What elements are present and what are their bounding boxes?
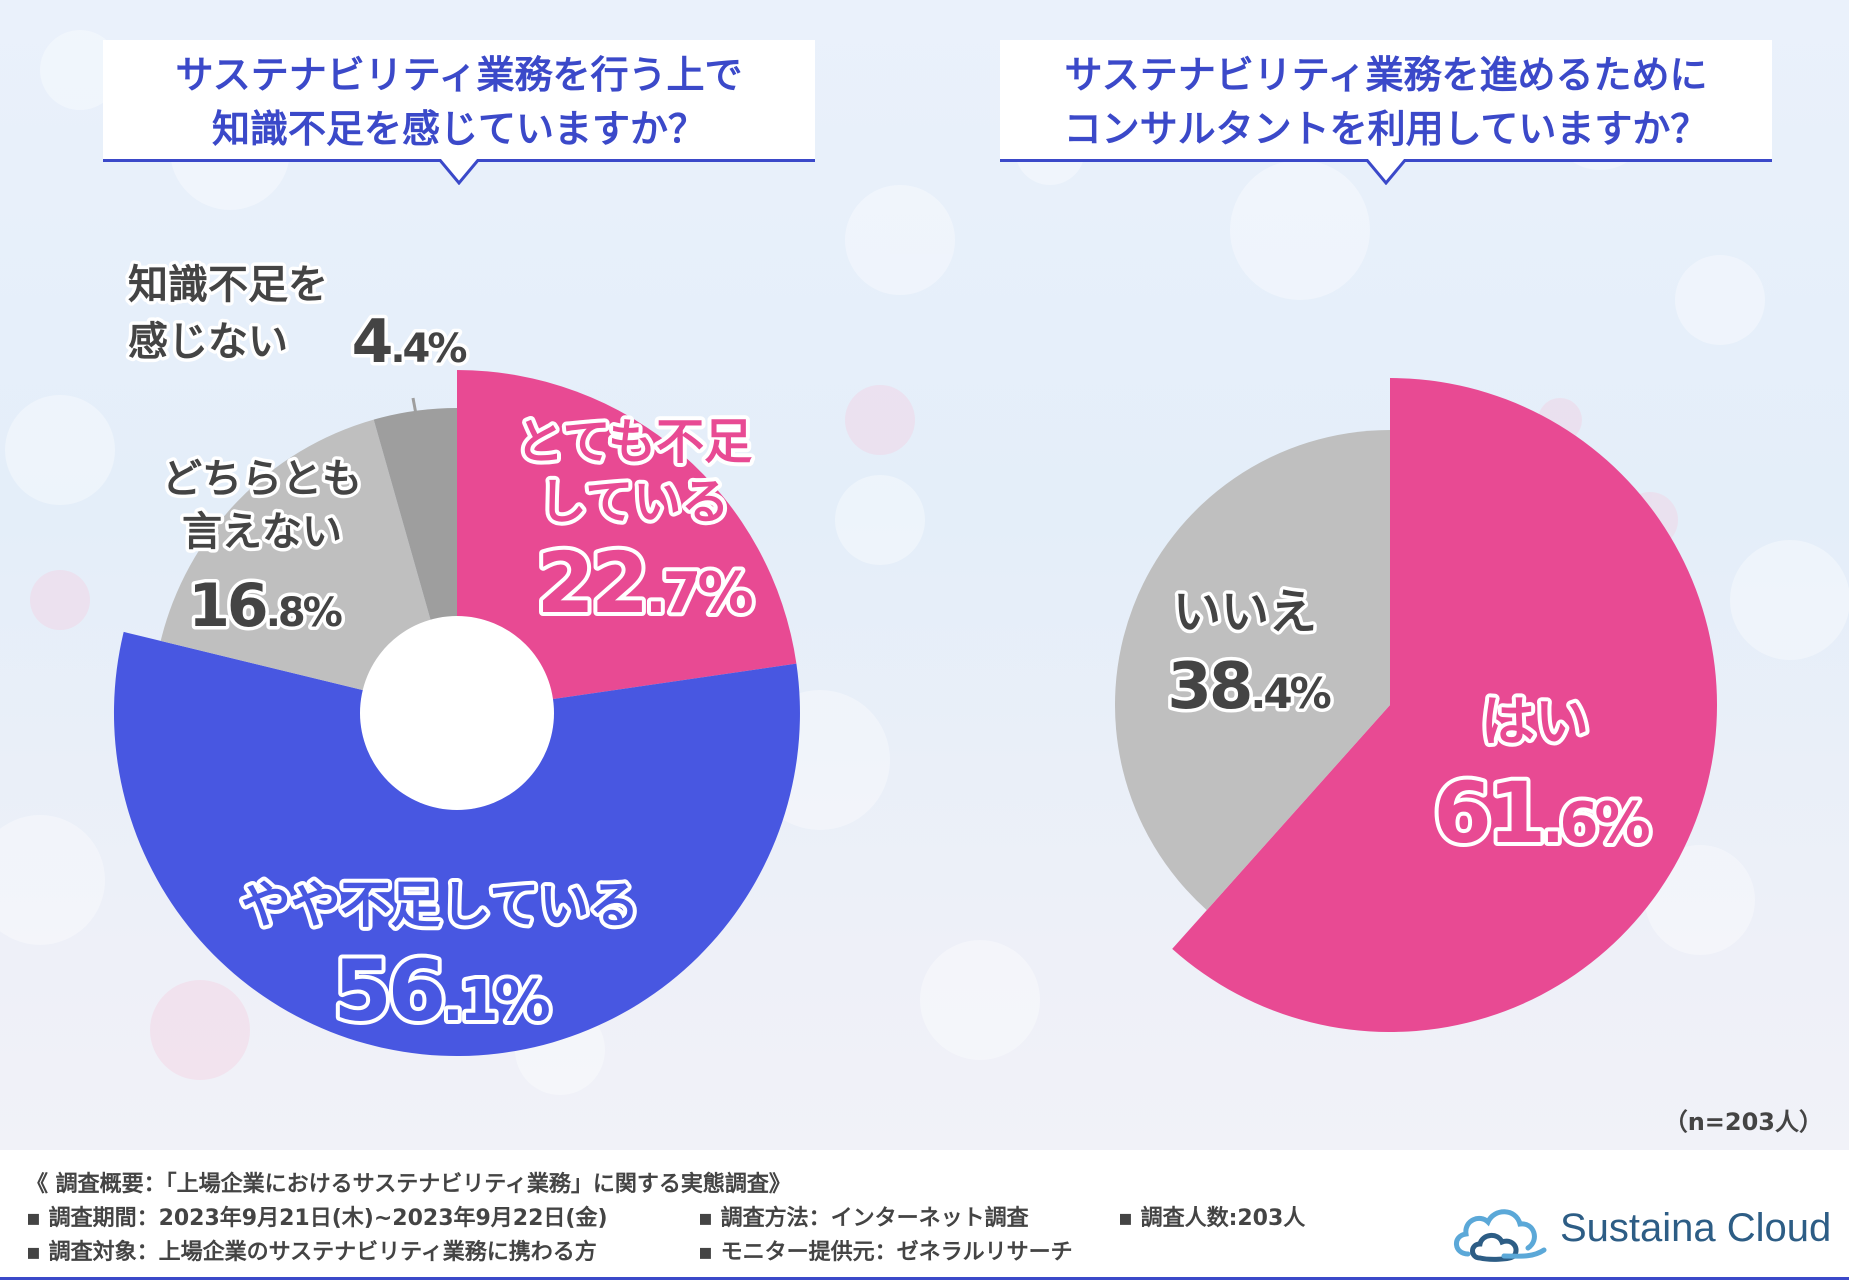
leader-line (411, 397, 420, 426)
survey-footer: 《 調査概要：「上場企業におけるサステナビリティ業務」に関する実態調査》 ▪ 調… (0, 1150, 1849, 1280)
slice-label-yaya: やや不足している (241, 876, 640, 934)
slice-value-totemo: 22.7% (536, 534, 752, 632)
pie-slice-dochira (160, 419, 457, 713)
pie-chart-consultant: はい 61.6% いいえ 38.4% (1114, 378, 1718, 1032)
pie-slice-totemo (457, 370, 797, 713)
question-line: 知識不足を感じていますか？ (211, 107, 706, 151)
survey-target: ▪ 調査対象：上場企業のサステナビリティ業務に携わる方 (26, 1240, 597, 1265)
question-line: コンサルタントを利用していますか？ (1063, 107, 1709, 151)
survey-period: ▪ 調査期間：2023年9月21日(木)~2023年9月22日(金) (26, 1206, 608, 1231)
slice-label-totemo: とても不足 している (512, 410, 756, 534)
question-line: サステナビリティ業務を進めるために (1064, 53, 1708, 97)
slice-label-name: とても不足 (516, 414, 752, 470)
survey-overview: 《 調査概要：「上場企業におけるサステナビリティ業務」に関する実態調査》 (26, 1172, 791, 1197)
slice-label-iie: いいえ (1173, 584, 1317, 640)
slice-label-name: している (539, 474, 730, 530)
survey-count: ▪ 調査人数:203人 (1118, 1206, 1306, 1231)
survey-method: ▪ 調査方法：インターネット調査 (698, 1206, 1029, 1231)
slice-value-iie: 38.4% (1167, 650, 1330, 724)
slice-value-kanjinai: 4.4% (352, 307, 467, 377)
question-line: サステナビリティ業務を行う上で (175, 53, 743, 97)
logo-name: Sustaina Cloud (1560, 1206, 1832, 1250)
survey-monitor: ▪ モニター提供元：ゼネラルリサーチ (698, 1240, 1073, 1265)
slice-value-hai: 61.6% (1433, 764, 1649, 862)
slice-value-dochira: 16.8% (188, 571, 342, 641)
sample-size: （n=203人） (1663, 1108, 1823, 1136)
slice-label-name: 言えない (182, 509, 342, 555)
pie-slice-hai (1172, 378, 1718, 1032)
slice-label-name: どちらとも (162, 456, 362, 502)
charts-area: とても不足 している 22.7% やや不足している 56.1% どちらとも 言え… (113, 259, 1718, 1056)
cloud-icon (1454, 1209, 1547, 1262)
slice-value-yaya: 56.1% (333, 942, 549, 1040)
question-box-knowledge: サステナビリティ業務を行う上で 知識不足を感じていますか？ (103, 40, 815, 185)
callout-pointer (439, 159, 479, 185)
donut-hole (360, 616, 554, 810)
donut-chart-knowledge: とても不足 している 22.7% やや不足している 56.1% どちらとも 言え… (113, 259, 800, 1056)
slice-label-kanjinai: 知識不足を 感じない (125, 259, 332, 369)
question-box-consultant: サステナビリティ業務を進めるために コンサルタントを利用していますか？ (1000, 40, 1772, 185)
pie-slice-iie (1114, 430, 1390, 911)
sustaina-cloud-logo: Sustaina Cloud (1448, 1196, 1832, 1266)
slice-label-hai: はい (1481, 690, 1589, 753)
pie-slice-yaya (113, 631, 800, 1056)
slice-label-dochira: どちらとも 言えない (159, 453, 366, 559)
callout-pointer (1366, 159, 1406, 185)
slice-label-name: 感じない (128, 319, 288, 365)
slice-label-name: 知識不足を (128, 262, 328, 308)
